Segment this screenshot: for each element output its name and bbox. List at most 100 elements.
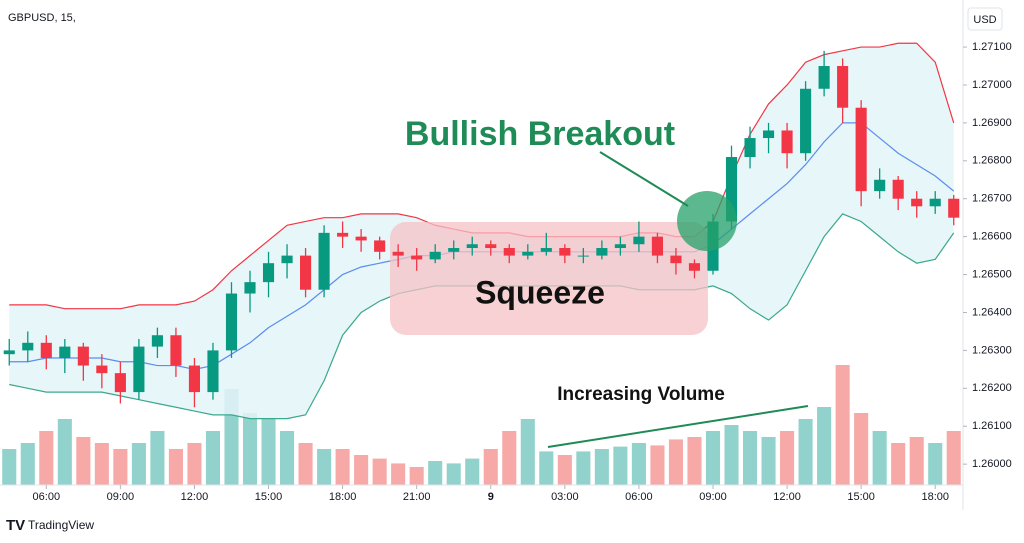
candle-body (633, 236, 645, 245)
candle-body (614, 244, 626, 249)
volume-bar (261, 419, 276, 485)
candle-body (59, 346, 71, 358)
candle-body (133, 346, 145, 393)
candle-body (151, 335, 163, 347)
volume-bar (761, 437, 776, 485)
candle-body (762, 130, 775, 139)
volume-bar (928, 443, 943, 485)
x-tick-label: 18:00 (329, 491, 357, 503)
candle-body (559, 248, 571, 256)
candle-body (96, 365, 108, 374)
candle-body (411, 255, 423, 260)
x-tick-label: 12:00 (773, 491, 801, 503)
brand-logo: TV (6, 517, 25, 534)
volume-bar (557, 455, 572, 485)
y-tick-label: 1.26500 (972, 268, 1012, 280)
volume-bar (113, 449, 128, 485)
candle-body (837, 66, 849, 108)
candle-body (40, 342, 52, 358)
volume-label: Increasing Volume (557, 384, 725, 405)
volume-bar (354, 455, 369, 485)
candle-body (281, 255, 293, 264)
volume-bar (428, 461, 443, 485)
volume-bar (705, 431, 721, 485)
volume-bar (594, 449, 609, 485)
candle-body (374, 240, 386, 252)
currency-box (967, 7, 1003, 31)
candle-body (485, 244, 497, 249)
candle-body (596, 248, 608, 256)
volume-bar (650, 445, 665, 485)
volume-bar (39, 431, 54, 485)
volume-bar (372, 458, 387, 485)
volume-bar (298, 443, 313, 485)
breakout-arrow (599, 151, 689, 207)
volume-bar (2, 449, 17, 485)
x-tick-label: 12:00 (181, 491, 209, 503)
volume-bar (280, 431, 295, 485)
y-tick-label: 1.27100 (972, 41, 1012, 53)
squeeze-label: Squeeze (475, 274, 605, 310)
volume-bar (205, 431, 221, 485)
breakout-label: Bullish Breakout (405, 115, 675, 153)
volume-bar (131, 443, 146, 485)
x-tick-label: 21:00 (403, 491, 431, 503)
candle-body (800, 88, 812, 154)
currency-label: USD (973, 14, 996, 26)
volume-bar (780, 431, 795, 485)
x-tick-label: 15:00 (847, 491, 875, 503)
volume-bar (317, 449, 332, 485)
candle-body (929, 198, 941, 207)
y-tick-label: 1.27000 (972, 79, 1012, 91)
candle-body (818, 66, 830, 89)
volume-bar (742, 431, 758, 485)
candles-layer (3, 50, 960, 408)
candle-body (725, 157, 738, 222)
volume-bar (724, 425, 739, 485)
volume-bar (242, 413, 258, 485)
brand-name: TradingView (28, 518, 94, 532)
volume-bar (798, 419, 813, 485)
volume-bar (631, 443, 646, 485)
volume-bar (539, 451, 554, 485)
volume-bar (576, 451, 591, 485)
candle-body (448, 248, 460, 252)
candle-body (651, 236, 663, 256)
candle-body (429, 251, 441, 260)
candle-body (948, 198, 960, 218)
candle-body (225, 293, 238, 351)
candle-body (522, 251, 534, 256)
y-tick-label: 1.26300 (972, 344, 1012, 356)
volume-bar (909, 437, 924, 485)
y-tick-label: 1.26900 (972, 117, 1012, 129)
volume-bar (76, 437, 91, 485)
candle-body (22, 342, 34, 351)
y-tick-label: 1.26700 (972, 193, 1012, 205)
candle-body (503, 248, 515, 256)
volume-bar (409, 467, 424, 485)
candle-body (300, 255, 312, 290)
candle-body (77, 346, 89, 366)
y-tick-label: 1.26100 (972, 420, 1012, 432)
volume-trend-line (547, 405, 809, 448)
volume-bar (687, 437, 702, 485)
volume-bar (20, 443, 35, 485)
volume-bar (446, 463, 461, 485)
volume-bar (668, 439, 683, 485)
volume-layer (2, 365, 961, 485)
candle-body (114, 373, 126, 393)
candle-body (170, 335, 182, 366)
y-tick-label: 1.26200 (972, 382, 1012, 394)
volume-bar (335, 449, 350, 485)
y-tick-label: 1.26800 (972, 155, 1012, 167)
candle-body (244, 282, 256, 294)
x-tick-label: 15:00 (255, 491, 283, 503)
candle-body (337, 232, 349, 237)
volume-bar (835, 365, 850, 485)
y-tick-label: 1.26400 (972, 306, 1012, 318)
x-tick-label: 03:00 (551, 491, 579, 503)
candle-body (318, 232, 330, 290)
candle-body (262, 263, 275, 283)
candle-body (874, 179, 886, 192)
candle-body (781, 130, 793, 154)
